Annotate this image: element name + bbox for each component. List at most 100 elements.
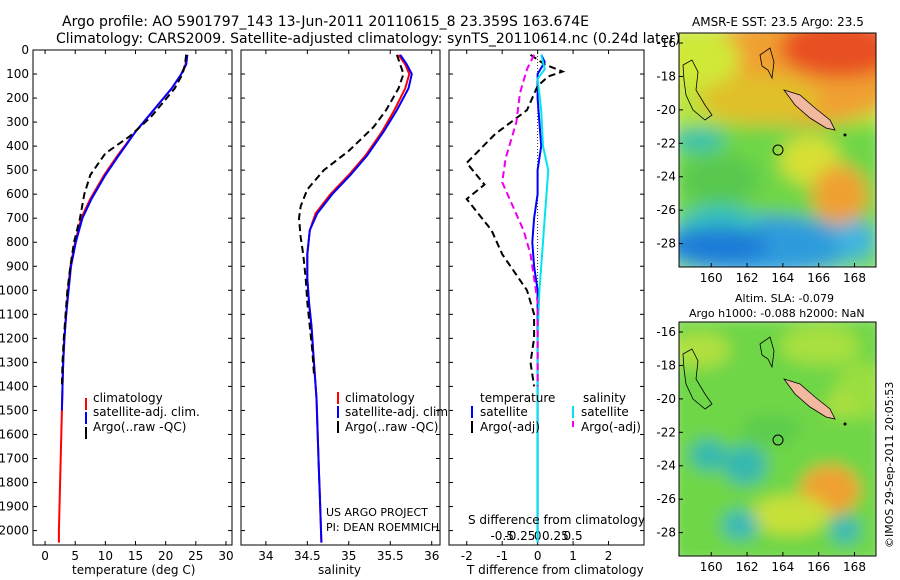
pi-text: PI: DEAN ROEMMICH: [326, 521, 439, 534]
x2-tick-label: 0.5: [564, 529, 583, 543]
x-tick-label: 35: [341, 549, 356, 563]
legend-climatology-2: climatology: [345, 391, 415, 405]
s-diff-label: S difference from climatology: [468, 513, 645, 527]
map-x-tick-label: 162: [736, 560, 759, 574]
legend-t-argo: Argo(-adj): [480, 420, 540, 434]
x-tick-label: 34: [258, 549, 273, 563]
x2-tick-label: -0.25: [504, 529, 535, 543]
map-y-tick-label: -18: [656, 358, 676, 372]
map-y-tick-label: -22: [656, 425, 676, 439]
salinity-legend: climatology satellite-adj. clim. Argo(..…: [337, 391, 452, 434]
y-tick-label: 400: [6, 139, 29, 153]
y-tick-label: 500: [6, 163, 29, 177]
legend-s-argo: Argo(-adj): [581, 420, 641, 434]
map-y-tick-label: -22: [656, 136, 676, 150]
map-y-tick-label: -20: [656, 392, 676, 406]
y-tick-label: 1300: [0, 355, 29, 369]
x-tick-label: 10: [98, 549, 113, 563]
legend-argo-2: Argo(..raw -QC): [345, 420, 438, 434]
series-line: [465, 53, 566, 387]
x-tick-label: 30: [218, 549, 233, 563]
sst-map-title: AMSR-E SST: 23.5 Argo: 23.5: [692, 15, 864, 29]
map-y-tick-label: -26: [656, 492, 676, 506]
map-y-tick-label: -24: [656, 170, 676, 184]
y-tick-label: 1200: [0, 331, 29, 345]
y-tick-label: 1400: [0, 379, 29, 393]
temperature-panel: 0100200300400500600700800900100011001200…: [0, 43, 234, 577]
y-tick-label: 1800: [0, 476, 29, 490]
x-tick-label: 15: [128, 549, 143, 563]
y-tick-label: 1700: [0, 451, 29, 465]
series-line: [60, 54, 188, 387]
map-x-tick-label: 168: [843, 560, 866, 574]
legend-t-satellite: satellite: [480, 405, 528, 419]
x-tick-label: -2: [461, 549, 473, 563]
y-tick-label: 1100: [0, 307, 29, 321]
y-tick-label: 800: [6, 235, 29, 249]
y-tick-label: 300: [6, 115, 29, 129]
x-tick-label: 2: [605, 549, 613, 563]
project-text: US ARGO PROJECT: [326, 506, 428, 519]
map-x-tick-label: 160: [700, 271, 723, 285]
y-tick-label: 2000: [0, 524, 29, 538]
sla-map: Altim. SLA: -0.079 Argo h1000: -0.088 h2…: [656, 292, 877, 574]
legend-temperature-title: temperature: [480, 391, 555, 405]
difference-legend: temperature salinity satellite Argo(-adj…: [471, 391, 641, 434]
imos-stamp: ©IMOS 29-Sep-2011 20:05:53: [883, 382, 896, 548]
y-tick-label: 600: [6, 187, 29, 201]
x-tick-label: 20: [158, 549, 173, 563]
difference-axes: [448, 49, 645, 546]
series-line: [536, 54, 550, 543]
x-tick-label: 0: [41, 549, 49, 563]
map-y-tick-label: -28: [656, 526, 676, 540]
x-tick-label: 34.5: [294, 549, 321, 563]
map-x-tick-label: 164: [771, 560, 794, 574]
y-tick-label: 200: [6, 91, 29, 105]
y-tick-label: 900: [6, 259, 29, 273]
map-y-tick-label: -16: [656, 36, 676, 50]
difference-panel: -2 -1 0 1 2-0.5-0.250 0.250.5 S difference fr…: [448, 49, 645, 577]
x-tick-label: 25: [188, 549, 203, 563]
y-tick-label: 100: [6, 67, 29, 81]
y-tick-label: 700: [6, 211, 29, 225]
y-tick-label: 0: [21, 43, 29, 57]
map-y-tick-label: -20: [656, 103, 676, 117]
map-x-tick-label: 162: [736, 271, 759, 285]
x-tick-label: 35.5: [377, 549, 404, 563]
x2-tick-label: -0.5: [490, 529, 513, 543]
x2-tick-label: 0.25: [542, 529, 569, 543]
legend-argo: Argo(..raw -QC): [93, 420, 186, 434]
header-line2: Climatology: CARS2009. Satellite-adjuste…: [56, 31, 680, 47]
t-diff-label: T difference from climatology: [466, 563, 644, 577]
salinity-xlabel: salinity: [318, 563, 361, 577]
legend-s-satellite: satellite: [581, 405, 629, 419]
y-tick-label: 1900: [0, 500, 29, 514]
map-x-tick-label: 160: [700, 560, 723, 574]
legend-climatology: climatology: [93, 391, 163, 405]
y-tick-label: 1000: [0, 283, 29, 297]
x-tick-label: 5: [71, 549, 79, 563]
legend-salinity-title: salinity: [583, 391, 626, 405]
x-tick-label: 0: [534, 549, 542, 563]
map-y-tick-label: -16: [656, 325, 676, 339]
x-tick-label: 1: [569, 549, 577, 563]
salinity-axes: [240, 49, 441, 546]
temperature-axes: [32, 49, 233, 546]
sla-title-line2: Argo h1000: -0.088 h2000: NaN: [689, 307, 865, 320]
series-line: [297, 54, 405, 375]
sst-map: AMSR-E SST: 23.5 Argo: 23.5: [656, 15, 877, 285]
series-line: [306, 54, 413, 543]
y-tick-label: 1500: [0, 403, 29, 417]
y-tick-label: 1600: [0, 427, 29, 441]
legend-satellite-adj: satellite-adj. clim.: [93, 405, 200, 419]
map-x-tick-label: 164: [771, 271, 794, 285]
temperature-xlabel: temperature (deg C): [72, 563, 195, 577]
x-tick-label: -1: [496, 549, 508, 563]
header-line1: Argo profile: AO 5901797_143 13-Jun-2011…: [62, 14, 589, 30]
x-tick-label: 36: [424, 549, 439, 563]
map-y-tick-label: -18: [656, 69, 676, 83]
map-x-tick-label: 168: [843, 271, 866, 285]
map-x-tick-label: 166: [807, 560, 830, 574]
map-x-tick-label: 166: [807, 271, 830, 285]
